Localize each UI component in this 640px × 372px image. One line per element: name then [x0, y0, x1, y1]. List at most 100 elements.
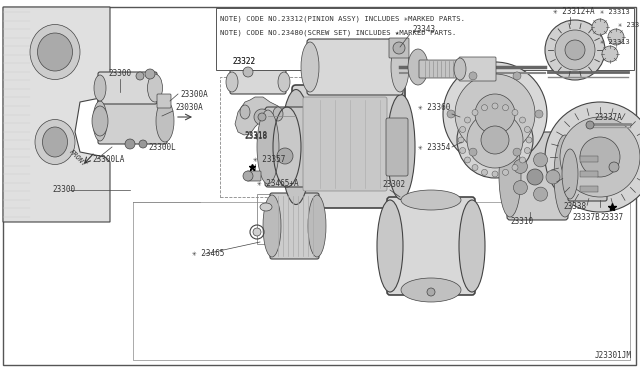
- Circle shape: [513, 148, 521, 156]
- Ellipse shape: [408, 49, 428, 85]
- Text: 23322: 23322: [232, 57, 255, 66]
- Text: 23343: 23343: [412, 25, 435, 34]
- FancyBboxPatch shape: [247, 171, 261, 181]
- Text: FRONT: FRONT: [68, 149, 87, 168]
- Text: 23337A: 23337A: [594, 113, 621, 122]
- Circle shape: [145, 69, 155, 79]
- Circle shape: [524, 148, 531, 154]
- Ellipse shape: [30, 25, 80, 80]
- Text: 23310: 23310: [510, 217, 533, 226]
- Ellipse shape: [102, 87, 114, 107]
- Circle shape: [443, 62, 547, 166]
- Text: 23300LA: 23300LA: [92, 155, 124, 164]
- Bar: [257, 194, 319, 244]
- FancyBboxPatch shape: [303, 97, 387, 191]
- Circle shape: [608, 29, 624, 45]
- FancyBboxPatch shape: [157, 94, 171, 108]
- Ellipse shape: [301, 42, 319, 92]
- Ellipse shape: [273, 107, 283, 121]
- Circle shape: [502, 105, 509, 110]
- Text: 23030A: 23030A: [175, 103, 203, 112]
- Circle shape: [526, 137, 532, 143]
- Polygon shape: [3, 7, 110, 222]
- Ellipse shape: [256, 133, 268, 141]
- Ellipse shape: [554, 135, 576, 217]
- Circle shape: [602, 46, 618, 62]
- Text: ✳ 23313: ✳ 23313: [600, 9, 630, 15]
- Circle shape: [447, 110, 455, 118]
- FancyBboxPatch shape: [98, 98, 167, 144]
- Ellipse shape: [38, 33, 72, 71]
- Text: 23300A: 23300A: [180, 90, 208, 99]
- Text: ✳ 23312+A: ✳ 23312+A: [553, 7, 595, 16]
- Ellipse shape: [308, 195, 326, 257]
- Text: 23338: 23338: [563, 202, 586, 211]
- Circle shape: [545, 20, 605, 80]
- Circle shape: [469, 72, 477, 80]
- Text: ✳ 23313: ✳ 23313: [618, 22, 640, 28]
- Ellipse shape: [243, 67, 253, 77]
- Text: 23318: 23318: [244, 132, 268, 141]
- Circle shape: [580, 137, 620, 177]
- Ellipse shape: [499, 135, 521, 217]
- Text: 23337: 23337: [600, 213, 623, 222]
- Ellipse shape: [454, 58, 466, 80]
- Bar: [216, 8, 634, 70]
- Text: 23337B: 23337B: [572, 213, 600, 222]
- FancyBboxPatch shape: [389, 38, 409, 58]
- Circle shape: [472, 109, 478, 115]
- Circle shape: [534, 153, 548, 167]
- Circle shape: [469, 148, 477, 156]
- Circle shape: [555, 30, 595, 70]
- Bar: [580, 186, 598, 192]
- Circle shape: [254, 109, 270, 125]
- Circle shape: [535, 110, 543, 118]
- Circle shape: [455, 74, 535, 154]
- Circle shape: [520, 157, 525, 163]
- Circle shape: [136, 72, 144, 80]
- Circle shape: [545, 102, 640, 212]
- Ellipse shape: [156, 100, 174, 142]
- Text: ✳ 23357: ✳ 23357: [253, 155, 285, 164]
- Circle shape: [524, 126, 531, 132]
- FancyBboxPatch shape: [386, 118, 408, 176]
- Text: J23301JM: J23301JM: [595, 351, 632, 360]
- Circle shape: [586, 121, 594, 129]
- FancyBboxPatch shape: [292, 85, 405, 208]
- FancyBboxPatch shape: [270, 193, 319, 259]
- Ellipse shape: [94, 75, 106, 101]
- Circle shape: [534, 187, 548, 201]
- Circle shape: [513, 160, 527, 173]
- Ellipse shape: [102, 122, 114, 142]
- Circle shape: [139, 140, 147, 148]
- Ellipse shape: [147, 74, 163, 102]
- Circle shape: [513, 72, 521, 80]
- Ellipse shape: [278, 72, 290, 92]
- Circle shape: [565, 40, 585, 60]
- FancyBboxPatch shape: [387, 197, 475, 295]
- Ellipse shape: [257, 110, 279, 184]
- Ellipse shape: [401, 190, 461, 210]
- Circle shape: [475, 94, 515, 134]
- Ellipse shape: [260, 203, 272, 211]
- Bar: [580, 156, 598, 162]
- Ellipse shape: [93, 101, 107, 141]
- Circle shape: [592, 19, 608, 35]
- Bar: [220, 77, 320, 197]
- Circle shape: [560, 117, 640, 197]
- Text: ✳ 23465: ✳ 23465: [192, 249, 225, 258]
- Ellipse shape: [253, 228, 261, 236]
- Circle shape: [546, 170, 560, 184]
- Ellipse shape: [562, 149, 578, 199]
- Circle shape: [512, 109, 518, 115]
- Text: NOTE) CODE NO.23480(SCREW SET) INCLUDES ★MARKED PARTS.: NOTE) CODE NO.23480(SCREW SET) INCLUDES …: [220, 30, 456, 36]
- Circle shape: [527, 169, 543, 185]
- Ellipse shape: [281, 90, 311, 205]
- Circle shape: [481, 169, 488, 175]
- Circle shape: [609, 162, 619, 172]
- Circle shape: [243, 171, 253, 181]
- Circle shape: [467, 112, 523, 168]
- Circle shape: [427, 288, 435, 296]
- Ellipse shape: [459, 200, 485, 292]
- Text: 23300L: 23300L: [148, 143, 176, 152]
